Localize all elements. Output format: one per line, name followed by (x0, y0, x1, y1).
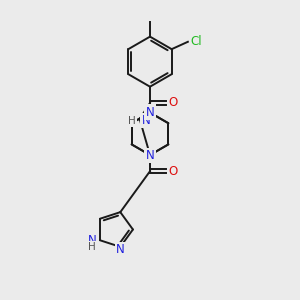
Text: N: N (146, 149, 154, 162)
Text: O: O (168, 96, 177, 110)
Text: Cl: Cl (190, 35, 202, 48)
Text: N: N (116, 243, 125, 256)
Text: H: H (88, 242, 95, 252)
Text: N: N (142, 114, 150, 127)
Text: N: N (88, 234, 97, 247)
Text: O: O (168, 165, 177, 178)
Text: N: N (146, 106, 154, 118)
Text: H: H (128, 116, 136, 126)
